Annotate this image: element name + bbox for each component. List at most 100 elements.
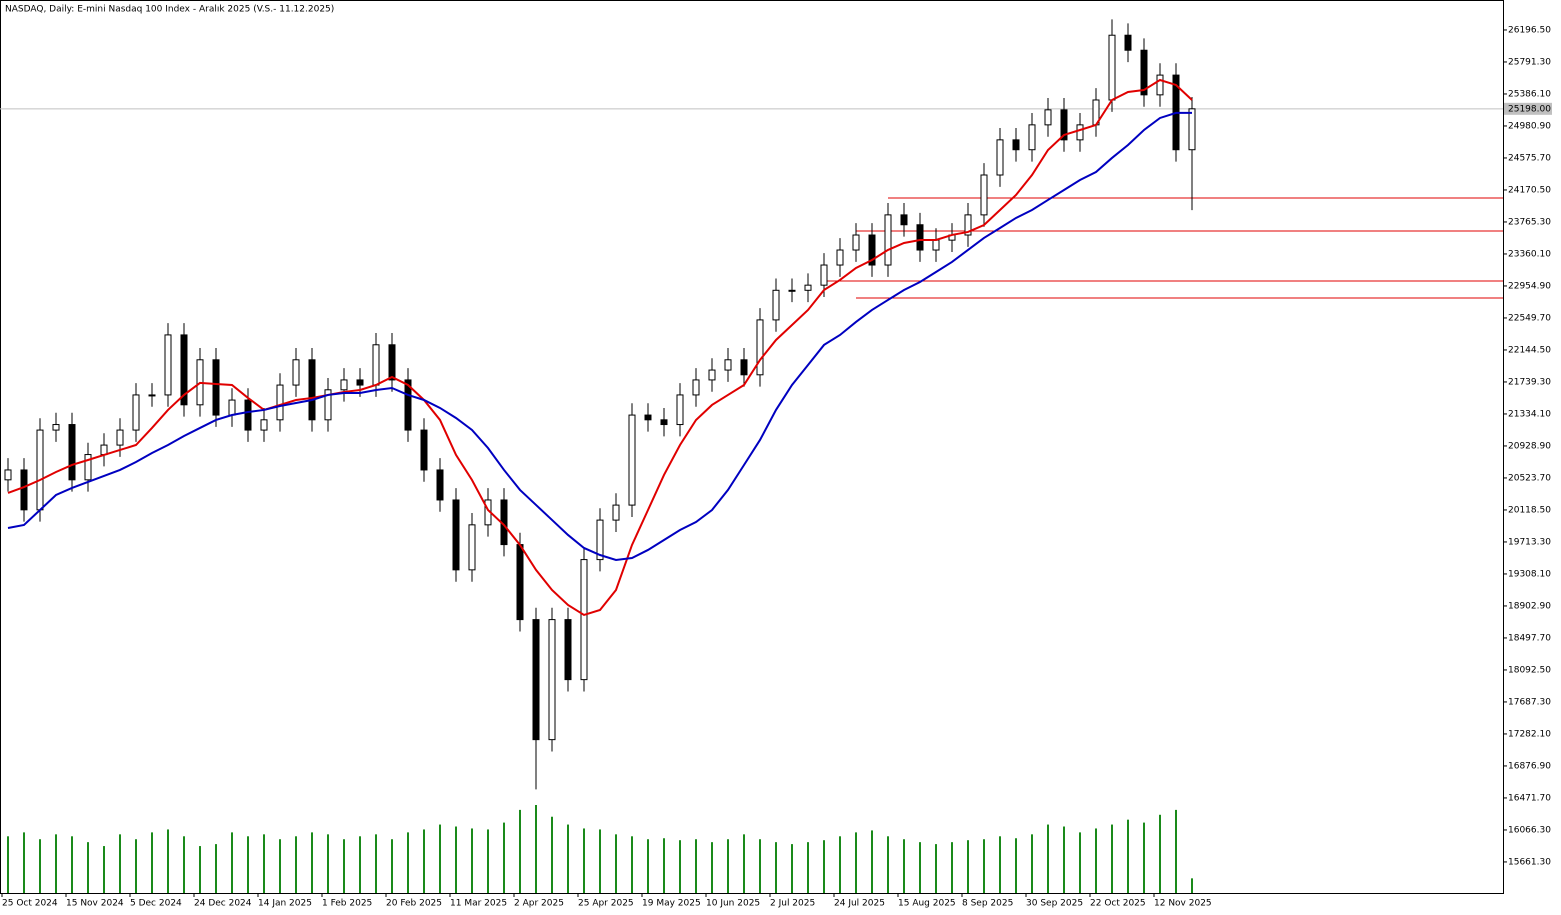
candle-body <box>772 289 780 321</box>
x-tick-label: 22 Oct 2025 <box>1090 899 1146 909</box>
candle-body <box>852 234 860 251</box>
volume-bar <box>199 846 201 893</box>
volume-bar <box>935 844 937 893</box>
x-tick-label: 14 Jan 2025 <box>258 899 312 909</box>
last-price-label: 25198.00 <box>1508 104 1551 114</box>
volume-bar <box>519 809 521 893</box>
y-tick-label: 18092.50 <box>1508 665 1551 675</box>
volume-bar <box>119 834 121 893</box>
y-tick-label: 22954.90 <box>1508 281 1551 291</box>
candle-body <box>436 469 444 501</box>
volume-bar <box>791 844 793 893</box>
y-tick-label: 16876.90 <box>1508 761 1551 771</box>
volume-bar <box>1159 814 1161 893</box>
candle-body <box>244 399 252 431</box>
candle-body <box>692 379 700 396</box>
candle-body <box>964 214 972 236</box>
candle-body <box>356 379 364 386</box>
candle-body <box>228 399 236 416</box>
candle-body <box>596 519 604 561</box>
volume-bar <box>567 824 569 893</box>
candle-body <box>788 289 796 292</box>
candle-body <box>68 424 76 481</box>
y-tick-label: 17282.10 <box>1508 729 1551 739</box>
volume-bar <box>871 830 873 893</box>
y-tick-label: 24575.70 <box>1508 153 1551 163</box>
candle-body <box>308 359 316 421</box>
volume-bar <box>855 832 857 893</box>
volume-bar <box>247 836 249 893</box>
volume-bar <box>535 805 537 893</box>
y-tick-label: 22144.50 <box>1508 345 1551 355</box>
x-tick-label: 8 Sep 2025 <box>962 899 1013 909</box>
plot-frame <box>0 0 1504 894</box>
candle-body <box>532 619 540 741</box>
candle-body <box>932 239 940 251</box>
volume-bar <box>759 839 761 893</box>
volume-bar <box>343 839 345 893</box>
candle-body <box>756 319 764 376</box>
candle-body <box>564 619 572 681</box>
volume-bar <box>727 839 729 893</box>
x-tick-label: 12 Nov 2025 <box>1154 899 1212 909</box>
candle-body <box>468 524 476 571</box>
volume-bar <box>295 836 297 893</box>
candle-body <box>164 334 172 396</box>
volume-bar <box>599 829 601 893</box>
volume-bar <box>551 816 553 893</box>
volume-bar <box>103 846 105 893</box>
candle-body <box>4 469 12 481</box>
volume-bar <box>1175 809 1177 893</box>
x-tick-label: 11 Mar 2025 <box>450 899 507 909</box>
x-tick-label: 2 Jul 2025 <box>770 899 815 909</box>
y-tick-label: 21334.10 <box>1508 409 1551 419</box>
candle-body <box>548 619 556 741</box>
volume-bar <box>407 832 409 893</box>
candle-body <box>612 504 620 521</box>
y-tick-label: 16471.70 <box>1508 793 1551 803</box>
candle-body <box>1188 108 1196 151</box>
y-tick-label: 16066.30 <box>1508 825 1551 835</box>
candle-body <box>212 359 220 416</box>
volume-bar <box>823 840 825 893</box>
volume-bar <box>1047 824 1049 893</box>
x-tick-label: 2 Apr 2025 <box>514 899 564 909</box>
y-tick-label: 20523.70 <box>1508 473 1551 483</box>
volume-bar <box>471 828 473 893</box>
volume-bar <box>903 839 905 893</box>
volume-bar <box>55 834 57 893</box>
candle-body <box>20 469 28 511</box>
volume-bar <box>1095 828 1097 893</box>
y-tick-label: 18902.90 <box>1508 601 1551 611</box>
y-tick-label: 25791.30 <box>1508 57 1551 67</box>
candle-body <box>1140 49 1148 96</box>
volume-bar <box>615 834 617 893</box>
x-tick-label: 25 Apr 2025 <box>578 899 634 909</box>
volume-bar <box>951 842 953 893</box>
candle-body <box>916 224 924 251</box>
y-tick-label: 20118.50 <box>1508 505 1551 515</box>
volume-bar <box>999 836 1001 893</box>
candle-body <box>724 359 732 371</box>
y-tick-label: 26196.50 <box>1508 25 1551 35</box>
volume-bar <box>375 834 377 893</box>
chart-title: NASDAQ, Daily: E-mini Nasdaq 100 Index -… <box>5 5 334 15</box>
volume-bar <box>279 839 281 893</box>
volume-bar <box>23 832 25 893</box>
candle-body <box>36 429 44 511</box>
candle-body <box>292 359 300 386</box>
candle-body <box>740 359 748 376</box>
volume-bar <box>1191 878 1193 893</box>
volume-bar <box>391 839 393 893</box>
y-tick-label: 24170.50 <box>1508 185 1551 195</box>
candle-body <box>1028 124 1036 151</box>
y-tick-label: 22549.70 <box>1508 313 1551 323</box>
volume-bar <box>775 842 777 893</box>
candle-body <box>628 414 636 506</box>
y-tick-label: 20928.90 <box>1508 441 1551 451</box>
volume-bar <box>439 824 441 893</box>
candle-body <box>1108 34 1116 101</box>
x-tick-label: 24 Jul 2025 <box>834 899 885 909</box>
candle-body <box>804 284 812 291</box>
volume-bar <box>87 842 89 893</box>
